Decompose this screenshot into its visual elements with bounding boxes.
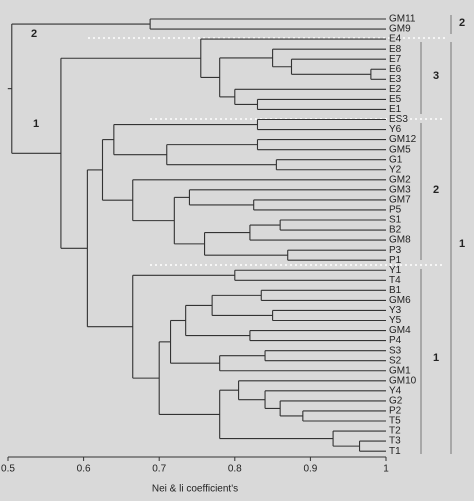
leaf-label: Y2 [389,164,402,175]
group-label: 2 [31,28,37,40]
leaf-label: GM2 [389,174,411,185]
leaf-label: B1 [389,285,402,296]
leaf-label: T3 [389,436,401,447]
leaf-label: Y4 [389,385,402,396]
group-label: 2 [459,17,465,29]
leaf-label: T5 [389,416,401,427]
leaf-label: T1 [389,446,401,457]
leaf-label: P5 [389,205,402,216]
leaf-label: G2 [389,396,403,407]
leaf-label: E4 [389,34,402,45]
leaf-label: Y1 [389,265,402,276]
leaf-label: S3 [389,345,402,356]
leaf-label: GM11 [389,14,416,25]
x-tick-label: 1 [383,464,389,475]
leaf-label: GM12 [389,134,417,145]
leaf-label: P2 [389,406,402,417]
leaf-label: E7 [389,54,402,65]
leaf-label: S2 [389,355,402,366]
group-brackets [420,15,452,454]
leaf-label: E2 [389,84,402,95]
leaf-label: E5 [389,94,402,105]
leaf-label: E3 [389,74,402,85]
leaf-label: GM8 [389,235,411,246]
x-tick-label: 0.8 [228,464,242,475]
group-label: 1 [33,118,39,130]
leaf-label: GM5 [389,144,411,155]
leaf-label: E1 [389,104,402,115]
x-tick-label: 0.7 [152,464,166,475]
leaf-label: E8 [389,44,402,55]
leaf-label: GM7 [389,195,411,206]
leaf-label: P4 [389,335,402,346]
x-tick-label: 0.6 [77,464,91,475]
x-tick-label: 0.5 [1,464,15,475]
leaf-label: B2 [389,225,402,236]
leaf-label: ES3 [389,114,408,125]
leaf-label: T4 [389,275,401,286]
leaf-label: GM4 [389,325,411,336]
leaf-label: E6 [389,64,402,75]
group-label: 3 [433,70,439,82]
leaf-label: Y5 [389,315,402,326]
x-axis-title: Nei & li coefficient's [152,484,238,495]
leaf-label: GM10 [389,375,417,386]
leaf-label: P3 [389,245,402,256]
leaf-label: S1 [389,215,402,226]
separators [88,37,445,266]
leaf-label: GM3 [389,184,411,195]
leaf-label: Y6 [389,124,402,135]
leaf-label: T2 [389,426,401,437]
leaf-label: P1 [389,255,402,266]
leaf-label: GM9 [389,24,411,35]
group-label: 2 [433,184,439,196]
group-label: 1 [459,238,465,250]
x-tick-label: 0.9 [303,464,317,475]
leaf-label: GM1 [389,365,411,376]
group-label: 1 [433,352,439,364]
leaf-label: G1 [389,154,403,165]
leaf-label: Y3 [389,305,402,316]
leaf-label: GM6 [389,295,411,306]
